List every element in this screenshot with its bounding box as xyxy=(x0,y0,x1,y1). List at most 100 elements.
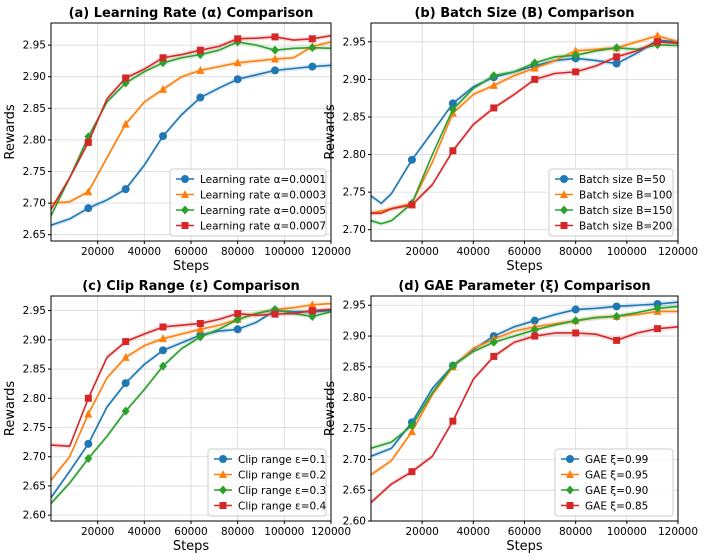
data-point-marker xyxy=(530,325,539,335)
y-tick-label: 2.70 xyxy=(343,224,366,236)
x-tick-label: 100000 xyxy=(607,526,647,538)
x-tick-label: 80000 xyxy=(559,526,592,538)
x-tick-label: 100000 xyxy=(264,526,304,538)
chart-panel-4: 20000 40000 60000 80000 100000 120000 2.60 2.65… xyxy=(323,279,698,554)
data-point-marker xyxy=(121,119,130,128)
x-tick-label: 120000 xyxy=(311,246,351,258)
y-tick-label: 2.85 xyxy=(343,111,366,123)
y-tick-label: 2.95 xyxy=(23,305,46,317)
data-point-marker xyxy=(308,62,317,71)
legend-box xyxy=(548,168,674,237)
y-tick-label: 2.80 xyxy=(343,149,366,161)
chart-title: (c) Clip Range (ε) Comparison xyxy=(82,279,300,294)
legend-box xyxy=(169,168,327,237)
data-point-marker xyxy=(571,46,580,55)
data-point-marker xyxy=(612,43,621,53)
data-point-marker xyxy=(613,336,621,344)
data-point-marker xyxy=(613,53,621,61)
data-point-marker xyxy=(531,75,539,83)
chart-panel-3: 20000 40000 60000 80000 100000 120000 2.60 2.65… xyxy=(3,279,351,554)
data-point-marker xyxy=(233,58,242,67)
x-axis-label: Steps xyxy=(506,539,543,554)
data-point-marker xyxy=(653,31,662,40)
legend-swatch-marker xyxy=(560,175,568,183)
legend-entry-label: Learning rate α=0.0007 xyxy=(200,220,326,232)
x-tick-label: 40000 xyxy=(457,246,490,258)
data-point-marker xyxy=(308,307,316,315)
legend: Learning rate α=0.0001 Learning rate α=0.… xyxy=(169,168,327,237)
legend-swatch-marker xyxy=(566,470,574,478)
x-tick-label: 100000 xyxy=(607,246,647,258)
data-point-marker xyxy=(530,316,539,325)
x-tick-label: 20000 xyxy=(405,246,438,258)
y-axis-label: Rewards xyxy=(3,104,18,159)
data-point-marker xyxy=(449,417,457,425)
legend-entry-label: Learning rate α=0.0005 xyxy=(200,205,326,217)
legend-entry-label: Clip range ε=0.3 xyxy=(238,485,326,497)
series-band xyxy=(51,39,331,206)
data-point-marker xyxy=(84,394,92,402)
legend-entry-label: Clip range ε=0.4 xyxy=(238,500,327,512)
chart-panel-1: 20000 40000 60000 80000 100000 120000 2.65 2.70… xyxy=(3,6,351,274)
data-point-marker xyxy=(448,361,457,371)
data-point-marker xyxy=(489,71,498,81)
y-tick-label: 2.85 xyxy=(23,364,46,376)
legend-swatch-marker xyxy=(219,485,227,495)
data-point-marker xyxy=(233,325,242,334)
series-line-2 xyxy=(50,302,332,481)
chart-title: (b) Batch Size (B) Comparison xyxy=(414,6,634,21)
x-tick-label: 80000 xyxy=(221,246,254,258)
data-point-marker xyxy=(408,201,416,209)
data-point-marker xyxy=(531,332,539,340)
data-point-marker xyxy=(233,75,242,84)
data-point-marker xyxy=(572,329,580,337)
y-axis-label: Rewards xyxy=(323,381,338,436)
data-point-marker xyxy=(159,334,167,343)
series-line-1 xyxy=(370,301,679,458)
legend-swatch-marker xyxy=(566,455,574,463)
chart-title: (a) Learning Rate (α) Comparison xyxy=(69,6,314,21)
data-point-marker xyxy=(159,132,167,141)
y-tick-label: 2.70 xyxy=(23,198,46,210)
data-point-marker xyxy=(234,310,242,318)
data-point-marker xyxy=(530,63,539,72)
x-tick-label: 80000 xyxy=(559,246,592,258)
series-line-1 xyxy=(50,64,332,226)
data-point-marker xyxy=(571,305,580,314)
legend-swatch-marker xyxy=(560,190,568,198)
y-axis-label: Rewards xyxy=(3,381,18,436)
y-tick-label: 2.90 xyxy=(23,71,46,83)
x-tick-label: 40000 xyxy=(128,526,161,538)
series-line-2 xyxy=(50,41,332,204)
data-point-marker xyxy=(196,319,204,327)
data-point-marker xyxy=(308,300,317,309)
legend-entry-label: Clip range ε=0.1 xyxy=(238,454,326,466)
data-point-marker xyxy=(571,316,580,326)
legend-entry-label: GAE ξ=0.95 xyxy=(585,469,648,481)
data-point-marker xyxy=(196,332,205,342)
legend-entry-label: GAE ξ=0.85 xyxy=(585,500,648,512)
data-point-marker xyxy=(530,58,539,68)
series-line-4 xyxy=(371,40,679,214)
legend-swatch-marker xyxy=(181,205,189,215)
legend-entry-label: Learning rate α=0.0001 xyxy=(200,174,326,186)
series-line-3 xyxy=(50,308,332,505)
data-point-marker xyxy=(121,352,130,361)
series-line-2 xyxy=(370,34,679,214)
x-tick-label: 80000 xyxy=(221,526,254,538)
data-point-marker xyxy=(159,323,167,331)
legend-entry-label: Batch size B=200 xyxy=(579,220,672,232)
data-point-marker xyxy=(233,314,242,324)
y-tick-label: 2.90 xyxy=(343,74,366,86)
data-point-marker xyxy=(490,104,498,112)
y-tick-label: 2.70 xyxy=(23,451,46,463)
x-tick-label: 120000 xyxy=(311,526,351,538)
data-point-marker xyxy=(489,337,498,347)
series-band xyxy=(371,33,678,216)
y-tick-label: 2.95 xyxy=(343,300,366,312)
data-point-marker xyxy=(271,33,279,41)
legend-box xyxy=(554,448,674,517)
x-tick-label: 100000 xyxy=(264,246,304,258)
series-line-2 xyxy=(370,310,678,476)
data-point-marker xyxy=(448,99,457,108)
